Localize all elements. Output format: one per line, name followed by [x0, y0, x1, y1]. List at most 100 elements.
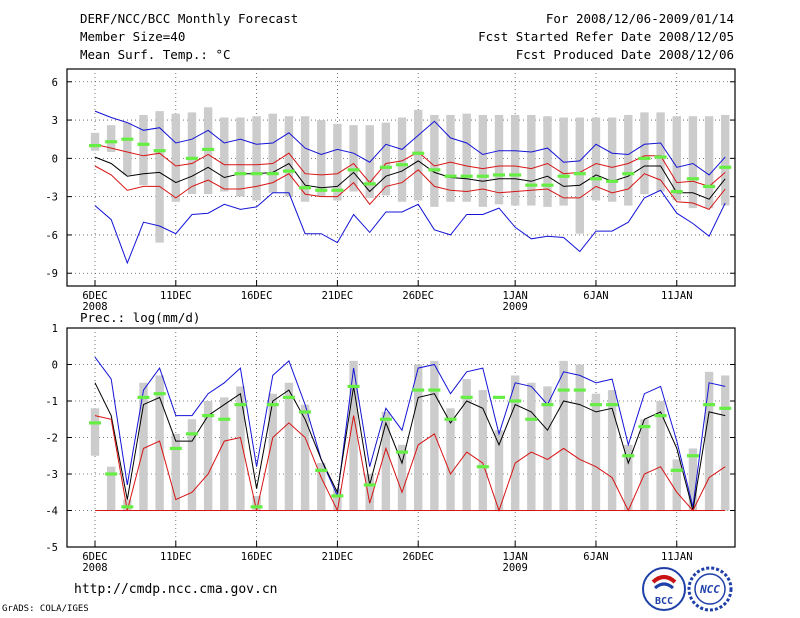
range-bar	[494, 430, 504, 511]
range-bar	[300, 404, 310, 511]
range-bar	[607, 390, 617, 511]
range-bar	[640, 112, 649, 195]
range-bar	[381, 122, 391, 196]
chart-title: DERF/NCC/BCC Monthly Forecast	[80, 11, 299, 26]
range-bar	[575, 117, 584, 234]
bcc-logo: BCC	[641, 566, 687, 612]
x-tick-year-label: 2008	[82, 301, 107, 313]
range-bar	[414, 364, 423, 511]
x-tick-year-label: 2009	[503, 562, 528, 574]
x-tick-label: 6JAN	[583, 290, 608, 302]
range-bar	[123, 122, 132, 175]
range-bar	[333, 123, 342, 201]
range-bar	[397, 117, 407, 202]
x-tick-label: 11JAN	[661, 551, 693, 563]
y-tick-label: -3	[45, 469, 58, 481]
range-bar	[220, 117, 229, 192]
range-bar	[171, 433, 180, 511]
range-bar	[430, 360, 439, 511]
range-bar	[203, 401, 213, 511]
range-bar	[527, 114, 536, 206]
x-tick-label: 26DEC	[402, 290, 434, 302]
range-bar	[559, 117, 568, 206]
range-bar	[607, 117, 617, 202]
range-bar	[268, 393, 277, 511]
range-bar	[381, 411, 391, 511]
y-tick-label: 3	[52, 115, 58, 127]
range-bar	[721, 114, 730, 206]
x-tick-label: 6DEC	[82, 290, 107, 302]
series-line-upper	[94, 143, 726, 187]
y-tick-label: -4	[45, 506, 58, 518]
footer-url[interactable]: http://cmdp.ncc.cma.gov.cn	[74, 582, 278, 597]
member-size: Member Size=40	[80, 29, 186, 44]
range-bar	[704, 116, 714, 209]
range-bar	[543, 386, 552, 511]
y-tick-label: -9	[45, 268, 58, 280]
range-bar	[252, 495, 261, 511]
range-bar	[446, 408, 455, 511]
x-tick-label: 26DEC	[402, 551, 434, 563]
series-line-ensemble-max	[94, 356, 726, 508]
range-bar	[284, 116, 294, 197]
range-bar	[640, 419, 649, 511]
forecast-period: For 2008/12/06-2009/01/14	[545, 11, 734, 26]
produced-date: Fcst Produced Date 2008/12/06	[515, 47, 734, 62]
range-bar	[139, 382, 148, 511]
x-tick-label: 11DEC	[160, 551, 192, 563]
grads-credit: GrADS: COLA/IGES	[2, 604, 89, 614]
range-bar	[365, 474, 374, 511]
series-line-ensemble-mean	[94, 382, 726, 511]
range-bar	[478, 390, 488, 511]
range-bar	[236, 386, 245, 511]
series-line-lower	[94, 165, 726, 211]
range-bar	[656, 112, 665, 192]
range-bar	[284, 382, 294, 511]
precip-label: Prec.: log(mm/d)	[80, 310, 201, 325]
range-bar	[349, 125, 358, 192]
y-tick-label: 0	[52, 360, 58, 372]
started-refer-date: Fcst Started Refer Date 2008/12/05	[478, 29, 734, 44]
range-bar	[317, 120, 326, 197]
y-tick-label: -3	[45, 192, 58, 204]
x-tick-label: 11DEC	[160, 290, 192, 302]
series-line-ensemble-mean	[94, 156, 726, 200]
y-tick-label: -1	[45, 396, 58, 408]
range-bar	[171, 113, 180, 202]
range-bar	[672, 116, 681, 201]
x-tick-label: 21DEC	[322, 551, 354, 563]
range-bar	[139, 114, 148, 186]
range-bar	[543, 116, 552, 207]
variable-label: Mean Surf. Temp.: °C	[80, 47, 231, 62]
plot-frame	[66, 68, 736, 287]
y-tick-label: 1	[52, 323, 58, 335]
range-bar	[220, 397, 229, 511]
range-bar	[688, 448, 698, 511]
range-bar	[268, 113, 277, 193]
range-bar	[317, 463, 326, 511]
range-bar	[478, 114, 488, 207]
x-tick-year-label: 2008	[82, 562, 107, 574]
range-bar	[624, 444, 633, 511]
range-bar	[106, 466, 116, 511]
range-bar	[494, 114, 504, 205]
range-bar	[672, 459, 681, 511]
range-bar	[300, 116, 310, 202]
y-tick-label: -2	[45, 433, 58, 445]
range-bar	[397, 444, 407, 511]
x-tick-label: 16DEC	[241, 551, 273, 563]
range-bar	[90, 408, 100, 456]
range-bar	[333, 488, 342, 511]
range-bar	[462, 113, 471, 202]
x-tick-label: 16DEC	[241, 290, 273, 302]
range-bar	[187, 419, 197, 511]
series-line-lower	[94, 415, 726, 513]
x-tick-label: 6JAN	[583, 551, 608, 563]
x-tick-year-label: 2009	[503, 301, 528, 313]
range-bar	[527, 382, 536, 511]
range-bar	[430, 114, 439, 207]
y-tick-label: -5	[45, 542, 58, 554]
